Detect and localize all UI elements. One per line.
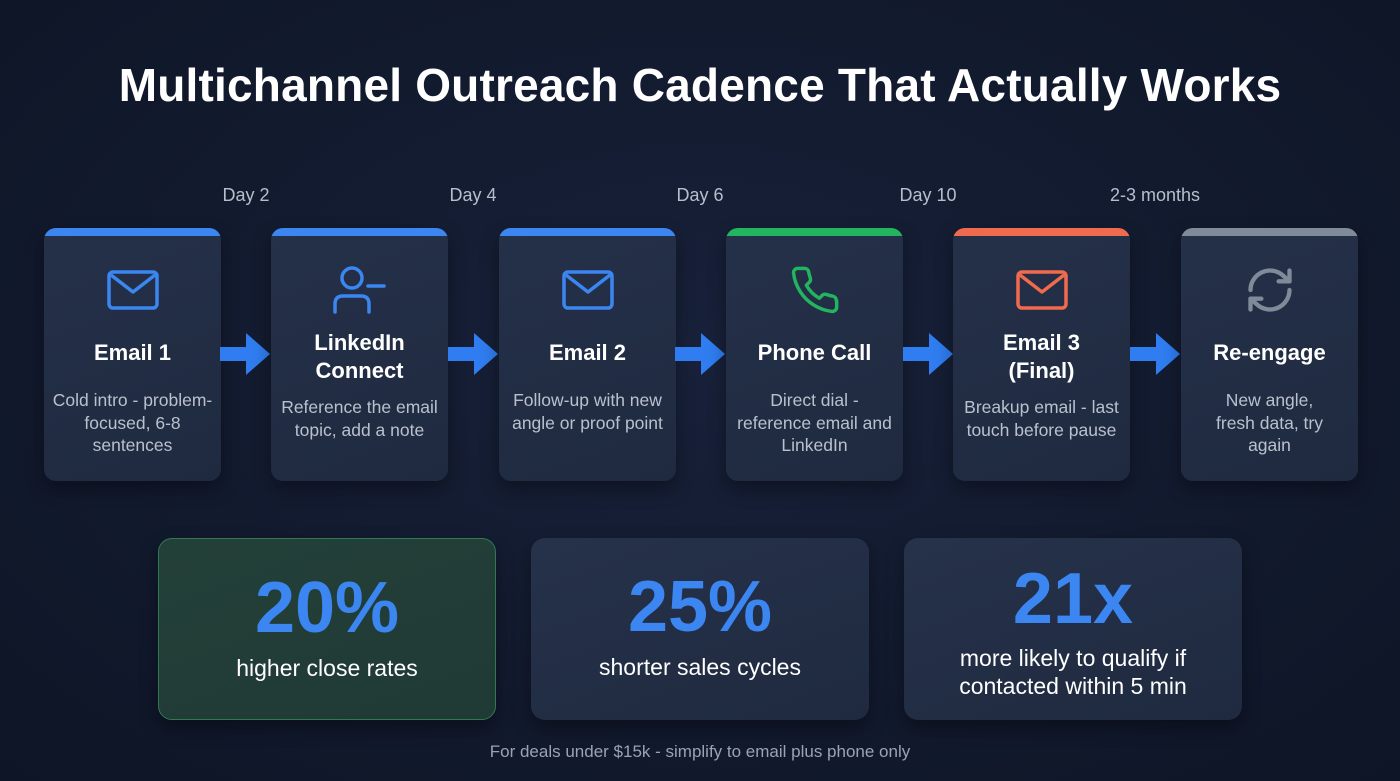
stat-value: 21x — [1012, 559, 1134, 639]
day-label: Day 10 — [899, 185, 957, 205]
refresh-icon — [1181, 262, 1358, 318]
accent-bar — [499, 228, 676, 236]
stat-label: shorter sales cycles — [599, 654, 801, 680]
step-name: Email 1 — [93, 340, 172, 365]
accent-bar — [953, 228, 1130, 236]
stat-card-qualify: 21x more likely to qualify if contacted … — [904, 538, 1242, 720]
mail-icon — [44, 262, 221, 318]
day-label: Day 2 — [222, 185, 270, 205]
arrow-right-icon — [1130, 333, 1180, 375]
user-connect-icon — [271, 262, 448, 318]
arrow-right-icon — [448, 333, 498, 375]
stat-label: more likely to qualify if contacted with… — [959, 645, 1187, 699]
stat-card-close-rates: 20% higher close rates — [158, 538, 496, 720]
arrow-right-icon — [220, 333, 270, 375]
step-name: Re-engage — [1213, 340, 1326, 365]
step-name: Phone Call — [757, 340, 872, 365]
mail-icon — [953, 262, 1130, 318]
stat-label: higher close rates — [236, 655, 418, 681]
step-description: Follow-up with new angle or proof point — [512, 390, 663, 433]
step-description: Breakup email - last touch before pause — [964, 397, 1119, 440]
accent-bar — [44, 228, 221, 236]
accent-bar — [1181, 228, 1358, 236]
step-description: Reference the email topic, add a note — [281, 397, 438, 440]
stat-value: 25% — [627, 567, 773, 647]
step-card-email-2: Email 2 Follow-up with new angle or proo… — [499, 228, 676, 481]
step-name: Email 3 (Final) — [1002, 330, 1081, 383]
step-card-email-3-final: Email 3 (Final) Breakup email - last tou… — [953, 228, 1130, 481]
stat-card-sales-cycles: 25% shorter sales cycles — [531, 538, 869, 720]
step-card-email-1: Email 1 Cold intro - problem-focused, 6-… — [44, 228, 221, 481]
step-card-phone-call: Phone Call Direct dial - reference email… — [726, 228, 903, 481]
day-label: 2-3 months — [1109, 185, 1201, 205]
phone-icon — [726, 262, 903, 318]
step-description: Direct dial - reference email and Linked… — [737, 390, 892, 455]
day-label: Day 4 — [449, 185, 497, 205]
step-card-re-engage: Re-engage New angle, fresh data, try aga… — [1181, 228, 1358, 481]
footnote: For deals under $15k - simplify to email… — [489, 742, 911, 761]
accent-bar — [726, 228, 903, 236]
stat-value: 20% — [254, 568, 400, 648]
day-label: Day 6 — [676, 185, 724, 205]
mail-icon — [499, 262, 676, 318]
step-card-linkedin-connect: LinkedIn Connect Reference the email top… — [271, 228, 448, 481]
step-name: LinkedIn Connect — [314, 330, 405, 383]
page-title: Multichannel Outreach Cadence That Actua… — [118, 59, 1282, 111]
arrow-right-icon — [903, 333, 953, 375]
step-name: Email 2 — [548, 340, 627, 365]
accent-bar — [271, 228, 448, 236]
arrow-right-icon — [675, 333, 725, 375]
step-description: New angle, fresh data, try again — [1216, 390, 1323, 455]
step-description: Cold intro - problem-focused, 6-8 senten… — [52, 390, 213, 455]
